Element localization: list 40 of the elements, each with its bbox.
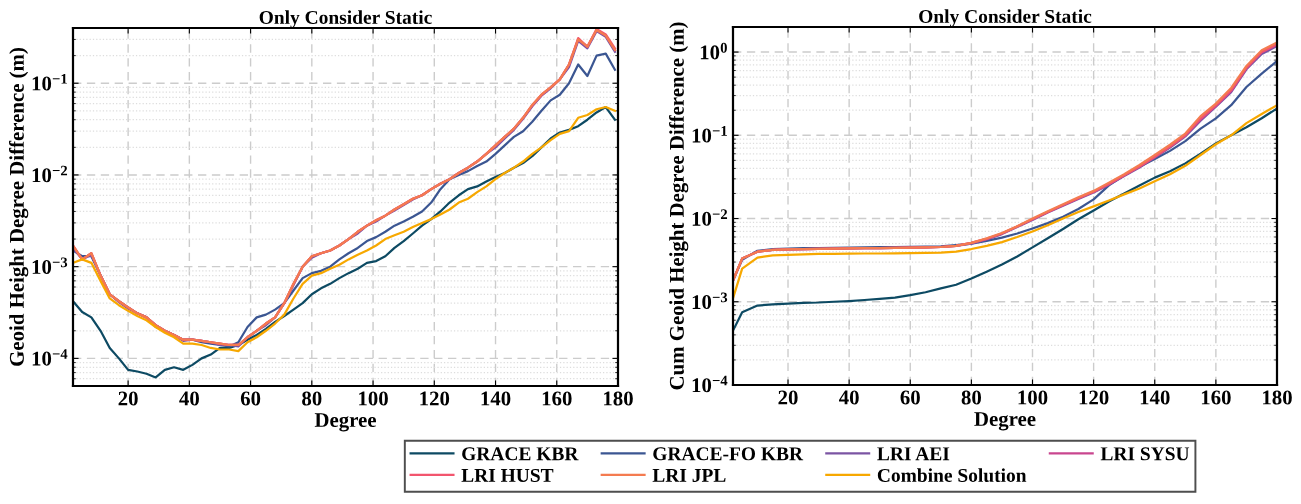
x-tick-label: 80 — [961, 390, 981, 405]
chart-title: Only Consider Static — [259, 10, 432, 28]
y-tick-label: 10$^{−3}$ — [32, 257, 68, 274]
x-tick-label: 180 — [1263, 390, 1292, 405]
x-tick-label: 140 — [481, 391, 511, 406]
legend-label: GRACE-FO KBR — [653, 447, 804, 461]
x-tick-label: 160 — [1201, 390, 1231, 405]
x-tick-label: 160 — [542, 391, 572, 406]
x-tick-label: 100 — [1018, 390, 1048, 405]
x-tick-label: 20 — [778, 390, 798, 405]
x-tick-label: 140 — [1140, 390, 1170, 405]
x-tick-label: 20 — [118, 391, 138, 406]
x-tick-label: 120 — [420, 391, 450, 406]
x-axis-title: Degree — [314, 413, 376, 432]
x-tick-label: 40 — [839, 390, 859, 405]
x-tick-label: 100 — [359, 391, 388, 406]
x-tick-label: 80 — [302, 391, 322, 406]
x-tick-label: 180 — [604, 391, 633, 406]
y-tick-label: 10$^{−1}$ — [32, 73, 67, 91]
y-tick-label: 10$^{−1}$ — [692, 126, 727, 143]
legend-label: LRI AEI — [877, 447, 950, 461]
y-axis-title: Cum Geoid Height Degree Difference (m) — [669, 22, 689, 390]
x-tick-label: 60 — [240, 391, 261, 406]
legend-label: LRI JPL — [652, 469, 726, 482]
x-tick-label: 60 — [900, 390, 920, 405]
legend-label: GRACE KBR — [462, 447, 579, 461]
legend-label: LRI HUST — [461, 468, 554, 482]
y-tick-label: 10$^{0}$ — [700, 42, 727, 60]
y-tick-label: 10$^{−2}$ — [32, 165, 68, 183]
y-tick-label: 10$^{−4}$ — [32, 349, 68, 366]
x-tick-label: 40 — [179, 391, 199, 406]
y-tick-label: 10$^{−4}$ — [692, 375, 728, 393]
y-tick-label: 10$^{−2}$ — [692, 209, 728, 226]
y-axis-title: Geoid Height Degree Difference (m) — [9, 48, 29, 366]
legend-label: Combine Solution — [877, 468, 1027, 483]
y-tick-label: 10$^{−3}$ — [692, 292, 728, 310]
x-axis-title: Degree — [974, 412, 1036, 431]
legend-label: LRI SYSU — [1100, 447, 1190, 461]
x-tick-label: 120 — [1079, 390, 1109, 405]
chart-title: Only Consider Static — [919, 9, 1092, 27]
